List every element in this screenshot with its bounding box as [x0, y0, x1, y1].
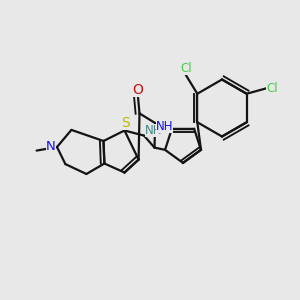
Text: NH: NH [156, 119, 173, 133]
Text: Cl: Cl [266, 82, 278, 95]
Text: O: O [160, 118, 171, 132]
Text: Cl: Cl [180, 62, 192, 75]
Text: N: N [46, 140, 56, 153]
Text: O: O [133, 83, 143, 97]
Text: S: S [121, 116, 130, 130]
Text: NH: NH [145, 124, 162, 137]
